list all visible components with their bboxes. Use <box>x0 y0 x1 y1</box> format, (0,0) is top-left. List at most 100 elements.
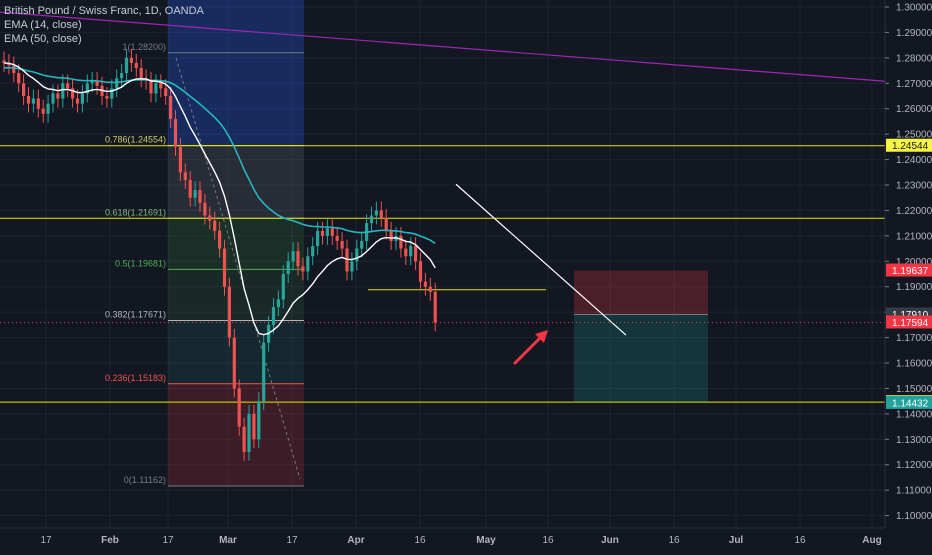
candle-body[interactable] <box>409 246 413 257</box>
candle-body[interactable] <box>213 220 217 231</box>
candle-body[interactable] <box>389 230 393 241</box>
position-target-zone[interactable] <box>574 314 708 403</box>
candle-body[interactable] <box>350 261 354 272</box>
candle-body[interactable] <box>41 108 45 114</box>
candle-body[interactable] <box>271 307 276 325</box>
candle-body[interactable] <box>149 80 153 94</box>
candle-body[interactable] <box>340 240 344 249</box>
candle-body[interactable] <box>115 78 119 89</box>
position-stop-zone[interactable] <box>574 270 708 315</box>
candle-body[interactable] <box>85 83 89 94</box>
candle-body[interactable] <box>31 98 35 104</box>
candle-body[interactable] <box>124 57 129 74</box>
candle-body[interactable] <box>311 246 315 257</box>
candle-body[interactable] <box>257 401 261 440</box>
candle-body[interactable] <box>56 93 60 99</box>
candle-body[interactable] <box>90 80 94 84</box>
price-badge[interactable] <box>886 263 932 277</box>
candle-body[interactable] <box>66 83 70 89</box>
candle-body[interactable] <box>320 230 325 236</box>
candle-body[interactable] <box>110 88 114 99</box>
candle-body[interactable] <box>17 73 21 84</box>
candle-body[interactable] <box>345 248 349 272</box>
time-axis-bg[interactable] <box>0 528 885 550</box>
candle-body[interactable] <box>428 286 432 292</box>
candle-body[interactable] <box>120 73 124 79</box>
candle-body[interactable] <box>227 286 231 338</box>
candle-body[interactable] <box>291 251 295 262</box>
candle-body[interactable] <box>360 240 364 249</box>
candle-body[interactable] <box>237 388 241 427</box>
candle-body[interactable] <box>252 413 256 440</box>
descending-trendline[interactable] <box>455 183 627 336</box>
candle-body[interactable] <box>379 210 383 219</box>
candle-body[interactable] <box>12 65 16 74</box>
candle-body[interactable] <box>26 96 31 104</box>
candle-body[interactable] <box>71 88 75 99</box>
candle-body[interactable] <box>414 246 418 262</box>
candle-body[interactable] <box>193 190 197 198</box>
candle-body[interactable] <box>95 80 99 86</box>
candle-body[interactable] <box>433 291 437 323</box>
candle-body[interactable] <box>164 88 168 97</box>
candle-body[interactable] <box>129 57 133 63</box>
price-badge[interactable] <box>886 315 932 329</box>
candle-body[interactable] <box>286 261 290 275</box>
candle-body[interactable] <box>276 299 280 308</box>
price-badge[interactable] <box>886 395 932 409</box>
candle-body[interactable] <box>188 179 192 198</box>
candle-body[interactable] <box>301 266 305 272</box>
candle-body[interactable] <box>183 172 187 180</box>
candle-body[interactable] <box>105 96 109 99</box>
candle-body[interactable] <box>178 146 182 173</box>
candle-body[interactable] <box>2 60 6 63</box>
long-trendline[interactable] <box>0 11 886 82</box>
candle-body[interactable] <box>222 248 227 287</box>
candle-body[interactable] <box>51 93 55 104</box>
candle-body[interactable] <box>355 248 359 262</box>
candle-body[interactable] <box>399 235 403 249</box>
candle-body[interactable] <box>198 190 202 203</box>
candle-body[interactable] <box>306 256 310 272</box>
candle-body[interactable] <box>169 96 173 119</box>
candle-body[interactable] <box>384 218 388 231</box>
candle-body[interactable] <box>404 248 408 257</box>
candle-body[interactable] <box>218 230 222 249</box>
candle-body[interactable] <box>418 261 423 282</box>
candle-body[interactable] <box>154 83 158 94</box>
candle-body[interactable] <box>423 281 427 287</box>
ema-fast-label[interactable]: EMA (14, close) <box>4 19 82 31</box>
candle-body[interactable] <box>22 83 26 97</box>
candle-body[interactable] <box>374 210 378 216</box>
ema-slow-label[interactable]: EMA (50, close) <box>4 33 82 45</box>
candle-body[interactable] <box>75 98 80 104</box>
candle-body[interactable] <box>232 337 236 389</box>
ema-50-line[interactable] <box>3 66 436 245</box>
candle-body[interactable] <box>134 62 138 69</box>
candle-body[interactable] <box>330 228 334 236</box>
candle-body[interactable] <box>46 103 50 114</box>
candle-body[interactable] <box>296 251 300 267</box>
candle-body[interactable] <box>316 230 320 247</box>
price-badge[interactable] <box>886 138 932 152</box>
candle-body[interactable] <box>281 274 285 300</box>
candle-body[interactable] <box>242 426 246 453</box>
candle-body[interactable] <box>139 68 143 79</box>
candle-body[interactable] <box>173 118 178 147</box>
symbol-title[interactable]: British Pound / Swiss Franc, 1D, OANDA <box>4 5 204 17</box>
candle-body[interactable] <box>159 83 163 89</box>
candle-body[interactable] <box>335 235 339 241</box>
candle-body[interactable] <box>262 342 266 402</box>
candle-body[interactable] <box>61 83 65 99</box>
candle-body[interactable] <box>80 93 84 104</box>
candle-body[interactable] <box>36 98 40 109</box>
candle-body[interactable] <box>203 202 207 216</box>
candle-body[interactable] <box>325 228 329 236</box>
candle-body[interactable] <box>208 215 212 221</box>
candle-body[interactable] <box>369 215 374 224</box>
candle-body[interactable] <box>7 62 11 66</box>
ema-14-line[interactable] <box>3 62 436 336</box>
candle-body[interactable] <box>247 413 251 453</box>
